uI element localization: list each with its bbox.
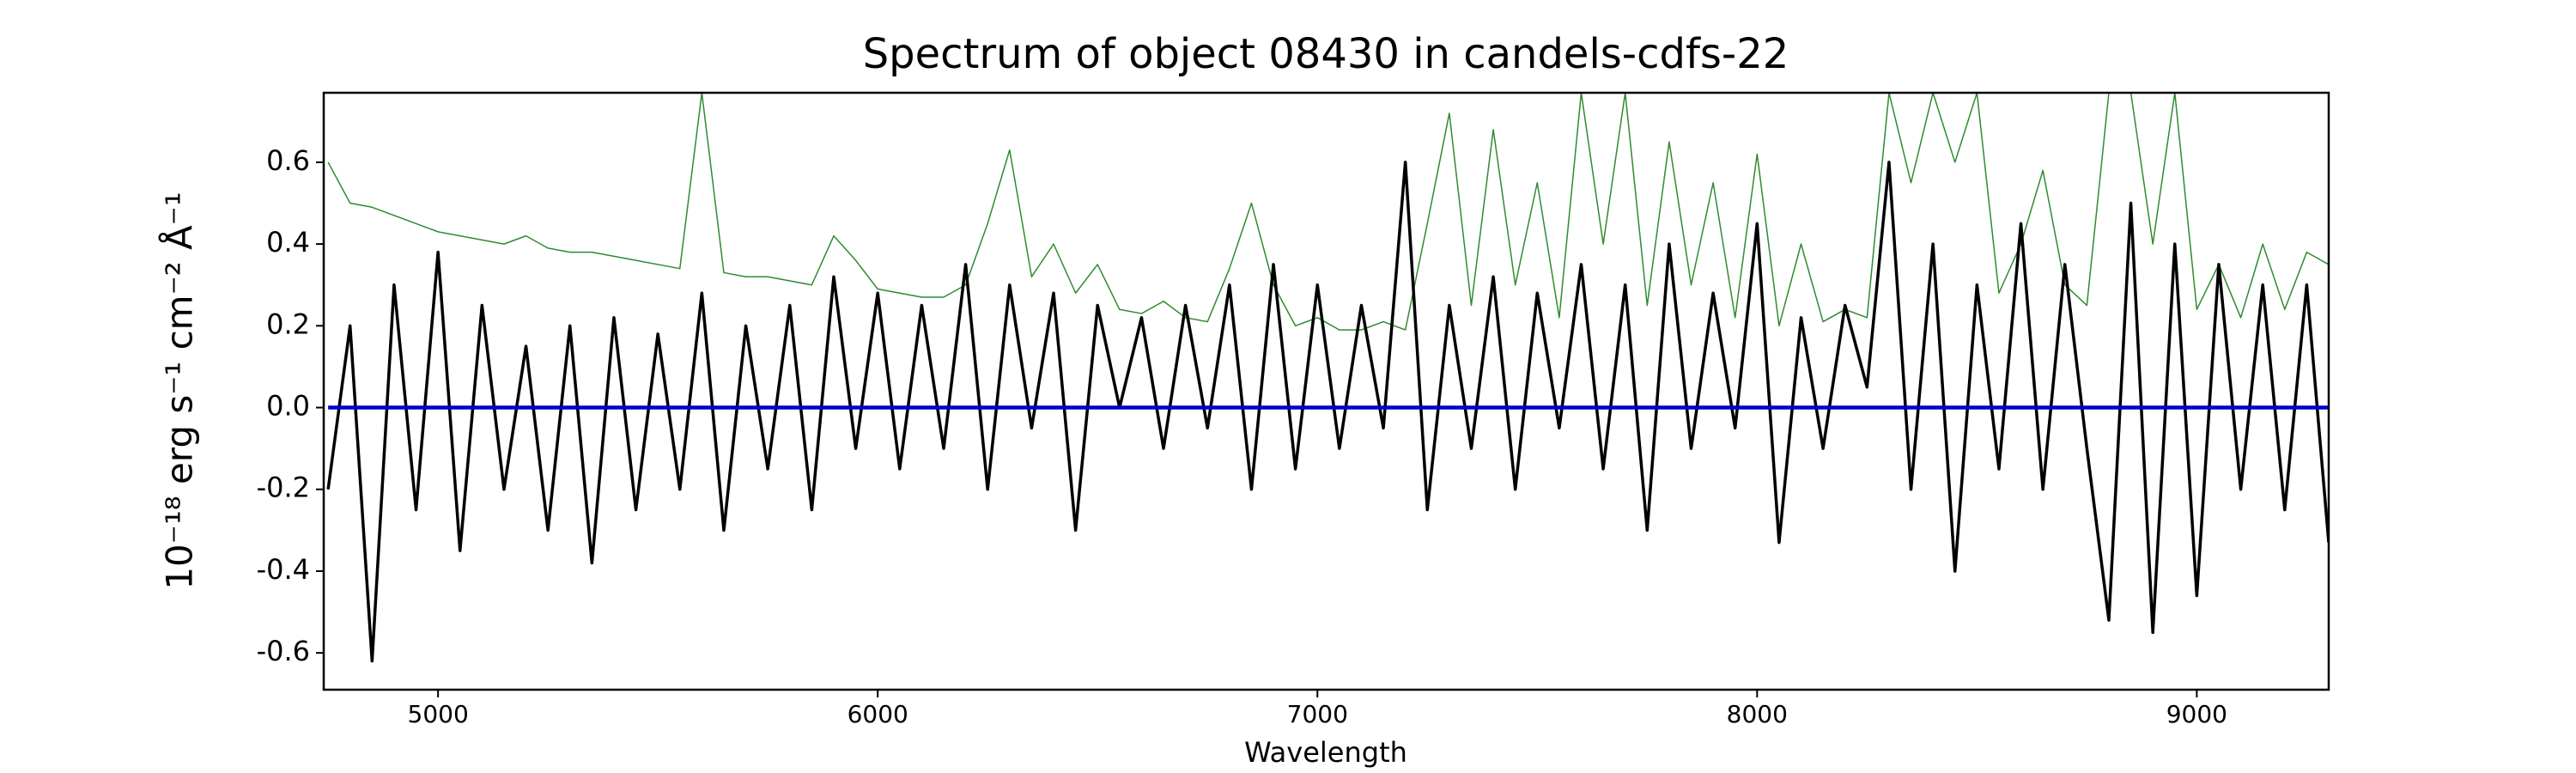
y-axis-label: 10⁻¹⁸ erg s⁻¹ cm⁻² Å⁻¹ [158, 192, 201, 589]
y-tick-label: 0.0 [266, 390, 310, 423]
axes-frame [322, 91, 2330, 691]
y-tick-label: -0.4 [257, 553, 310, 586]
y-tick-label: 0.4 [266, 226, 310, 259]
x-tick-label: 8000 [1727, 700, 1788, 728]
plot-area [326, 93, 2329, 663]
y-tick-label: -0.2 [257, 472, 310, 504]
y-tick-label: 0.2 [266, 307, 310, 340]
y-tick-label: -0.6 [257, 635, 310, 667]
spectrum-line [326, 161, 2329, 663]
x-axis-label: Wavelength [1244, 736, 1407, 769]
y-tick-label: 0.6 [266, 144, 310, 177]
x-tick-label: 5000 [408, 700, 469, 728]
x-tick-label: 7000 [1287, 700, 1348, 728]
spectrum-line [327, 93, 2329, 331]
chart-title: Spectrum of object 08430 in candels-cdfs… [863, 30, 1789, 78]
x-tick-label: 9000 [2166, 700, 2227, 728]
x-tick-label: 6000 [848, 700, 908, 728]
